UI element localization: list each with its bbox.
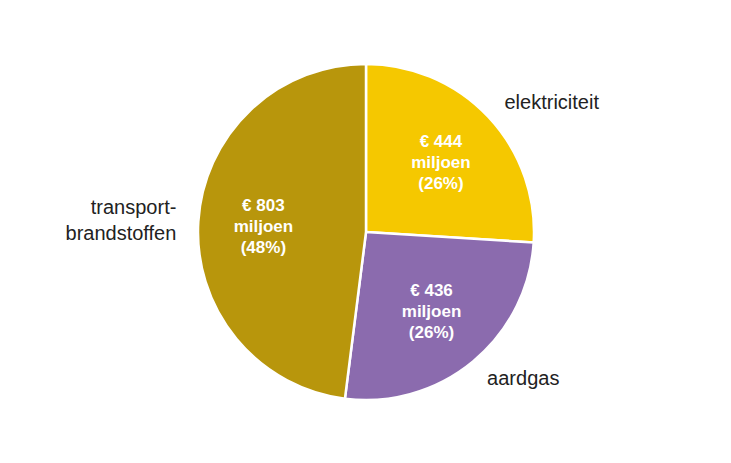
text-line: miljoen (234, 216, 294, 235)
labels: € 444 miljoen (26%) elektriciteit € 436 miljo… (66, 91, 600, 389)
text-line: elektriciteit (505, 91, 600, 113)
text-line: miljoen (411, 152, 471, 171)
slice-label: € 444 miljoen (26%) (411, 131, 471, 192)
text-line: € 803 (242, 195, 285, 214)
text-line: (48%) (241, 237, 286, 256)
text-line: € 444 (420, 131, 463, 150)
slice-label: € 803 miljoen (48%) (234, 195, 294, 256)
text-line: miljoen (402, 302, 462, 321)
text-line: (26%) (418, 173, 463, 192)
text-line: (26%) (409, 323, 454, 342)
pie-slice (198, 64, 366, 399)
slices (198, 64, 534, 400)
category-label: aardgas (487, 367, 559, 389)
text-line: € 436 (410, 281, 453, 300)
text-line: transport- (91, 196, 177, 218)
category-label: elektriciteit (505, 91, 600, 113)
slice-label: € 436 miljoen (26%) (402, 281, 462, 342)
category-label: transport-brandstoffen (66, 196, 177, 244)
text-line: brandstoffen (66, 222, 177, 244)
chart: € 444 miljoen (26%) elektriciteit € 436 miljo… (0, 0, 731, 463)
text-line: aardgas (487, 367, 559, 389)
